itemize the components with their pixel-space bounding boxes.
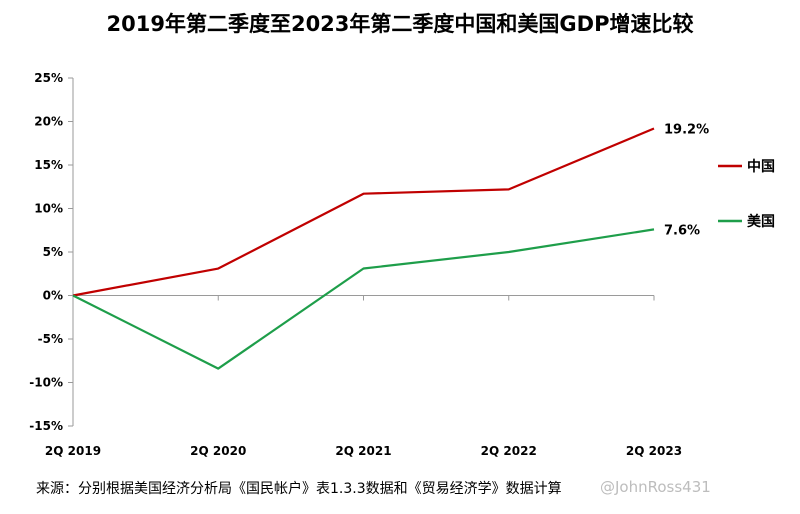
x-axis-ticks: 2Q 2019 2Q 2020 2Q 2021 2Q 2022 2Q 2023 xyxy=(45,295,682,458)
y-tick-label: 25% xyxy=(34,71,63,85)
x-tick-label: 2Q 2023 xyxy=(626,444,682,458)
chart-axes xyxy=(72,78,654,426)
x-tick-label: 2Q 2021 xyxy=(335,444,391,458)
series-line-1 xyxy=(72,228,655,370)
y-tick-label: 10% xyxy=(34,202,63,216)
source-note: 来源：分别根据美国经济分析局《国民帐户》表1.3.3数据和《贸易经济学》数据计算 xyxy=(36,481,562,497)
x-tick-label: 2Q 2020 xyxy=(190,444,246,458)
x-tick-label: 2Q 2019 xyxy=(45,444,101,458)
data-label: 19.2% xyxy=(664,122,709,137)
y-tick-label: 15% xyxy=(34,158,63,172)
legend-label: 中国 xyxy=(747,158,775,175)
watermark: @JohnRoss431 xyxy=(600,478,711,496)
data-label: 7.6% xyxy=(664,223,700,238)
y-tick-label: 0% xyxy=(43,289,63,303)
y-axis-ticks: 25% 20% 15% 10% 5% 0% -5% -10% -15% xyxy=(29,71,73,433)
series-line-0 xyxy=(72,127,655,297)
legend-label: 美国 xyxy=(747,213,775,230)
x-tick-label: 2Q 2022 xyxy=(481,444,537,458)
y-tick-label: -15% xyxy=(29,419,63,433)
y-tick-label: -10% xyxy=(29,376,63,390)
y-tick-label: -5% xyxy=(38,332,63,346)
chart-title: 2019年第二季度至2023年第二季度中国和美国GDP增速比较 xyxy=(106,12,694,36)
y-tick-label: 20% xyxy=(34,115,63,129)
y-tick-label: 5% xyxy=(43,245,63,259)
series-lines: 19.2% 7.6% xyxy=(72,122,709,370)
